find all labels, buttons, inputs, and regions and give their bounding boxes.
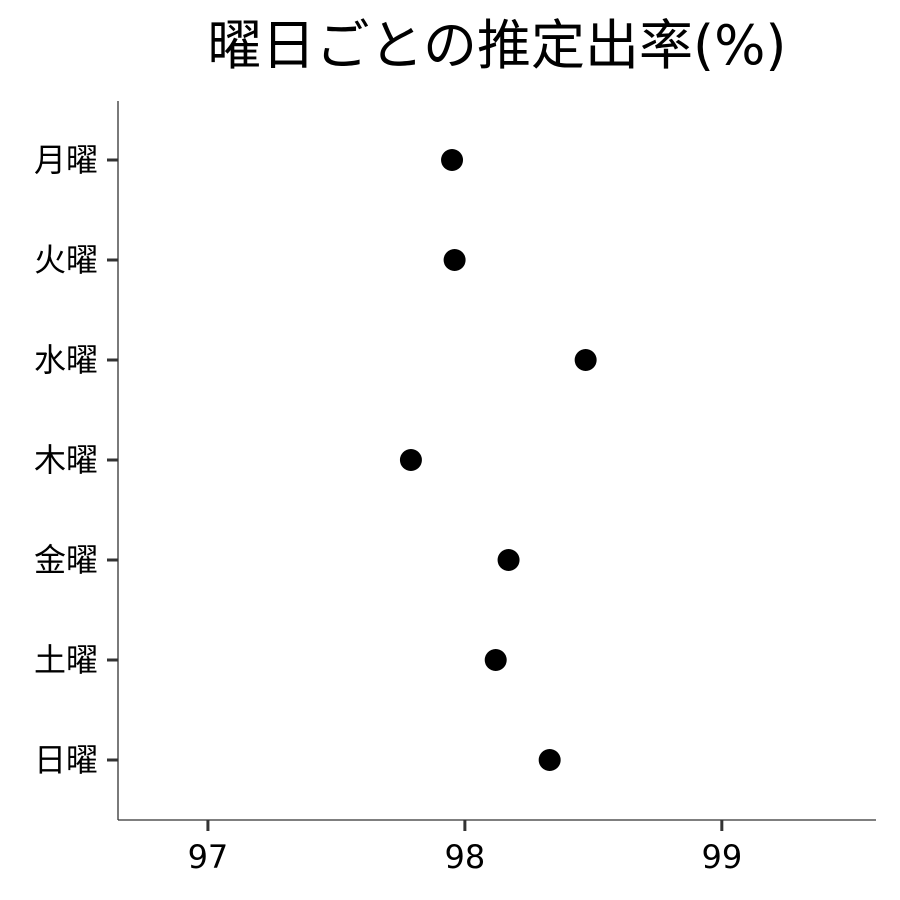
- x-tick-label: 97: [188, 838, 229, 876]
- y-tick-label: 月曜: [34, 141, 98, 179]
- data-point: [441, 149, 464, 171]
- chart-title: 曜日ごとの推定出率(%): [208, 14, 787, 77]
- data-point: [443, 249, 466, 271]
- y-tick-label: 木曜: [34, 441, 98, 479]
- data-point: [484, 649, 507, 671]
- data-points: [399, 149, 597, 771]
- data-point: [497, 549, 520, 571]
- y-tick-label: 土曜: [34, 641, 98, 679]
- x-tick-label: 99: [701, 838, 742, 876]
- data-point: [538, 749, 561, 771]
- x-tick-label: 98: [445, 838, 486, 876]
- data-point: [399, 449, 422, 471]
- data-point: [574, 349, 597, 371]
- x-axis-ticks: 97 98 99: [188, 820, 742, 876]
- y-tick-label: 火曜: [34, 241, 98, 279]
- y-tick-label: 水曜: [34, 341, 98, 379]
- y-tick-label: 金曜: [34, 541, 98, 579]
- y-tick-label: 日曜: [34, 741, 98, 779]
